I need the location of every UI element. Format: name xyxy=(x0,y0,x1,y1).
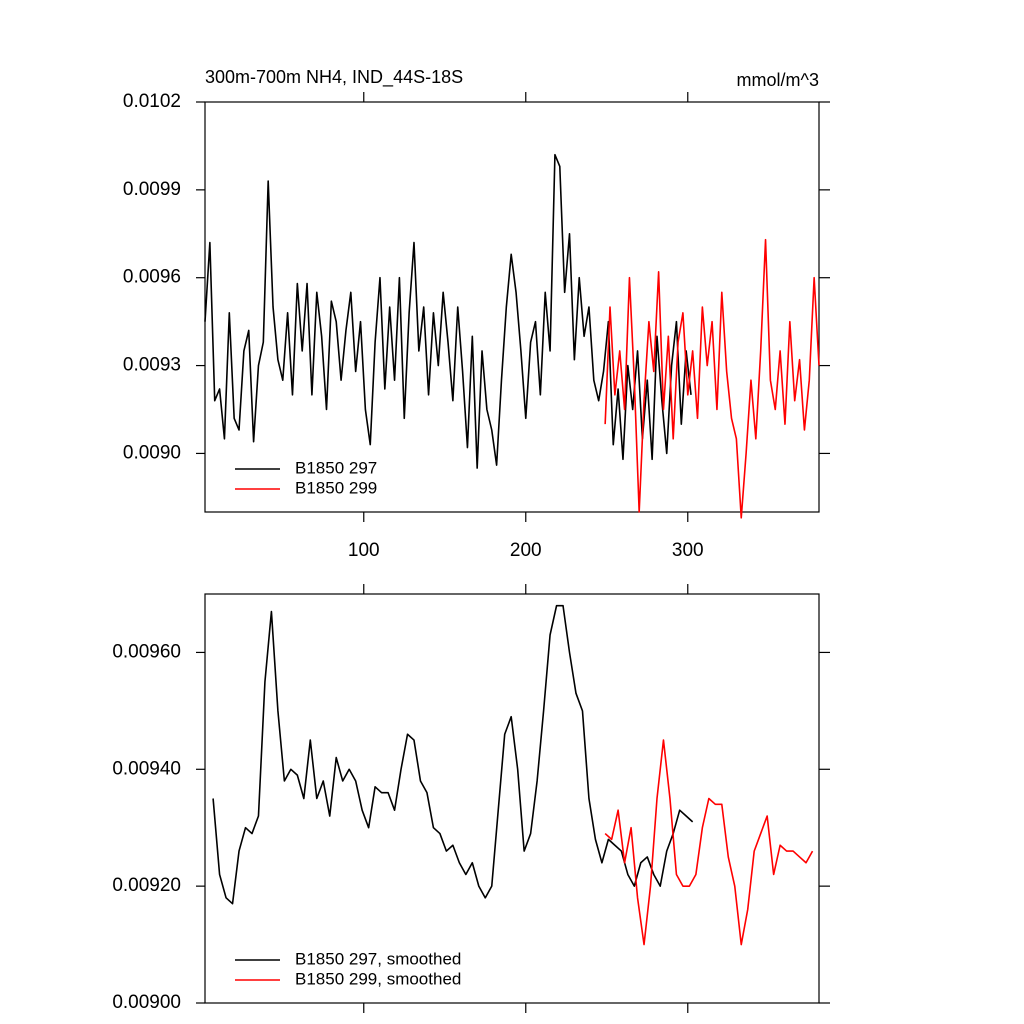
legend-label: B1850 297 xyxy=(295,458,377,477)
y-tick-label: 0.00940 xyxy=(112,758,181,779)
y-tick-label: 0.0096 xyxy=(123,267,181,288)
y-tick-label: 0.00900 xyxy=(112,992,181,1013)
data-line xyxy=(212,604,694,905)
y-tick-label: 0.0099 xyxy=(123,179,181,200)
chart-title: 300m-700m NH4, IND_44S-18S xyxy=(205,67,463,88)
legend-label: B1850 297, smoothed xyxy=(295,949,461,968)
x-tick-label: 200 xyxy=(510,540,542,561)
data-line xyxy=(604,238,820,519)
legend-label: B1850 299 xyxy=(295,478,377,497)
y-tick-label: 0.00920 xyxy=(112,875,181,896)
legend-label: B1850 299, smoothed xyxy=(295,969,461,988)
plot-frame xyxy=(204,593,820,1004)
plot-frame xyxy=(204,101,820,513)
data-line xyxy=(204,153,692,469)
units-label: mmol/m^3 xyxy=(737,70,819,90)
data-line xyxy=(604,739,814,946)
y-tick-label: 0.0090 xyxy=(123,442,181,463)
y-tick-label: 0.00960 xyxy=(112,641,181,662)
x-tick-label: 100 xyxy=(348,540,380,561)
x-tick-label: 300 xyxy=(672,540,704,561)
y-tick-label: 0.0093 xyxy=(123,355,181,376)
y-tick-label: 0.0102 xyxy=(123,91,181,112)
